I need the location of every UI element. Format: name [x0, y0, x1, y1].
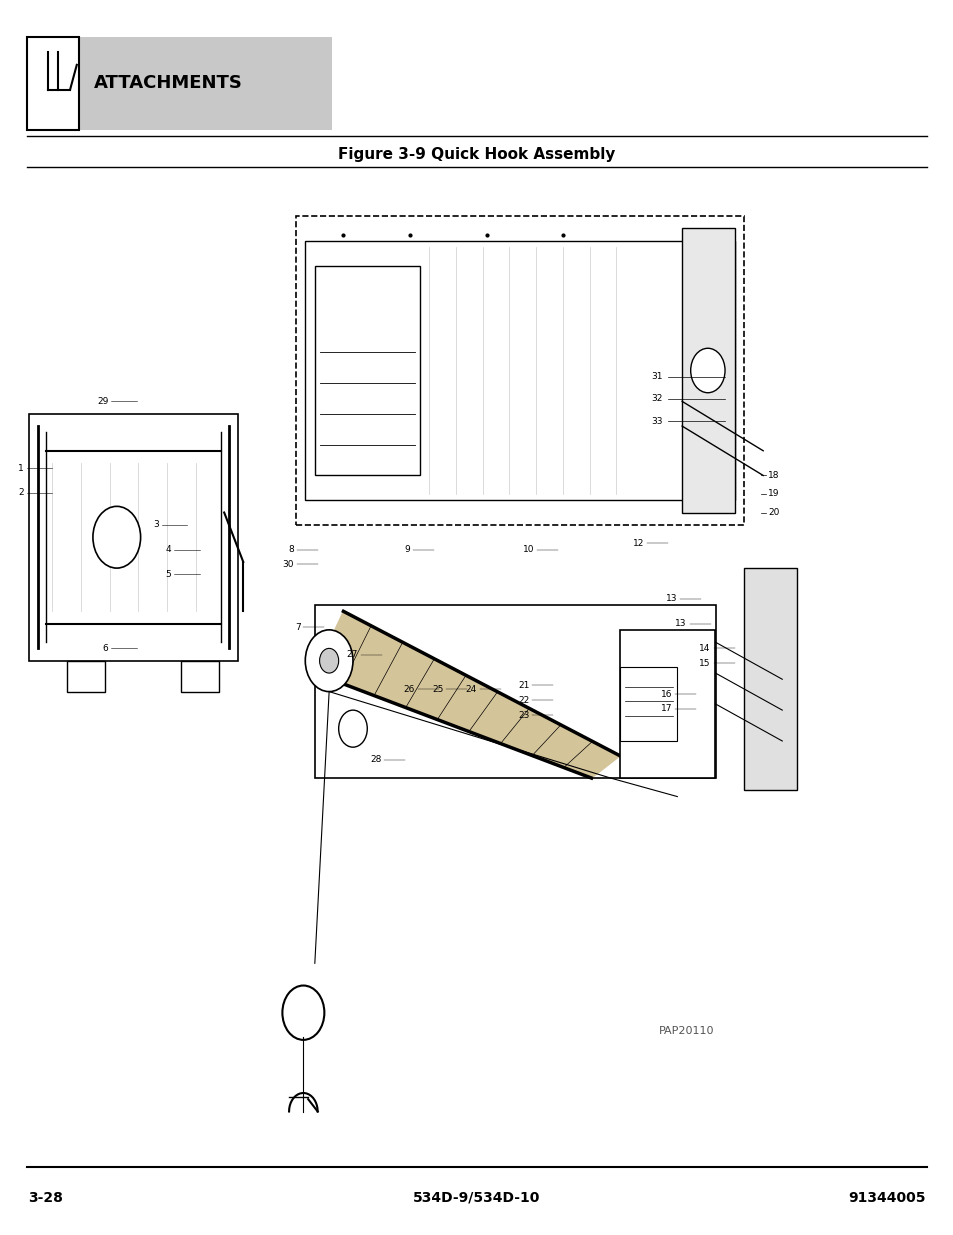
- Text: 27: 27: [346, 650, 357, 659]
- Text: 9: 9: [404, 545, 410, 555]
- FancyBboxPatch shape: [27, 37, 332, 130]
- Circle shape: [319, 648, 338, 673]
- Text: 4: 4: [166, 545, 172, 555]
- Bar: [743, 568, 796, 790]
- Bar: [295, 216, 743, 525]
- Bar: [27, 37, 79, 130]
- Text: 16: 16: [660, 689, 672, 699]
- Circle shape: [282, 986, 324, 1040]
- Circle shape: [338, 710, 367, 747]
- Text: 10: 10: [522, 545, 534, 555]
- Text: 91344005: 91344005: [847, 1191, 924, 1205]
- Polygon shape: [314, 611, 619, 778]
- Text: 3: 3: [152, 520, 158, 530]
- Text: 13: 13: [675, 619, 686, 629]
- Circle shape: [305, 630, 353, 692]
- Text: 3-28: 3-28: [29, 1191, 64, 1205]
- Text: 22: 22: [517, 695, 529, 705]
- Text: Figure 3-9 Quick Hook Assembly: Figure 3-9 Quick Hook Assembly: [338, 147, 615, 162]
- Text: 20: 20: [767, 508, 779, 517]
- Text: 31: 31: [651, 372, 662, 382]
- Text: 30: 30: [282, 559, 294, 569]
- Bar: [314, 266, 419, 475]
- Circle shape: [92, 506, 140, 568]
- Text: 1: 1: [18, 463, 24, 473]
- Text: 7: 7: [294, 622, 300, 632]
- Text: ATTACHMENTS: ATTACHMENTS: [93, 74, 242, 93]
- Text: 33: 33: [651, 416, 662, 426]
- Text: 12: 12: [632, 538, 643, 548]
- Text: 534D-9/534D-10: 534D-9/534D-10: [413, 1191, 540, 1205]
- Text: 17: 17: [660, 704, 672, 714]
- Bar: [67, 661, 105, 692]
- Text: PAP20110: PAP20110: [659, 1026, 714, 1036]
- Text: 29: 29: [97, 396, 109, 406]
- Circle shape: [690, 348, 724, 393]
- Text: 19: 19: [767, 489, 779, 499]
- Text: 25: 25: [432, 684, 443, 694]
- Text: 8: 8: [288, 545, 294, 555]
- Text: 14: 14: [699, 643, 710, 653]
- Text: 32: 32: [651, 394, 662, 404]
- Text: 28: 28: [370, 755, 381, 764]
- Text: 21: 21: [517, 680, 529, 690]
- Text: 6: 6: [103, 643, 109, 653]
- Text: 5: 5: [166, 569, 172, 579]
- Bar: [619, 630, 715, 778]
- Text: 26: 26: [403, 684, 415, 694]
- Text: 13: 13: [665, 594, 677, 604]
- Text: 2: 2: [18, 488, 24, 498]
- Bar: [305, 241, 734, 500]
- Bar: [681, 228, 734, 513]
- Text: 24: 24: [465, 684, 476, 694]
- Bar: [314, 605, 715, 778]
- Bar: [619, 667, 677, 741]
- Text: 23: 23: [517, 710, 529, 720]
- Bar: [181, 661, 219, 692]
- Text: 18: 18: [767, 471, 779, 480]
- Bar: [29, 414, 238, 661]
- Text: 15: 15: [699, 658, 710, 668]
